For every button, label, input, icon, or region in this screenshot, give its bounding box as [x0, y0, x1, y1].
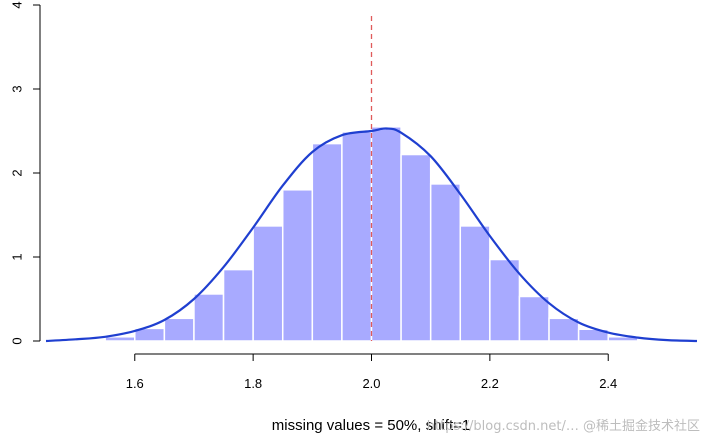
histogram-bar [341, 131, 373, 342]
histogram-bar [429, 183, 462, 342]
histogram-bar [489, 258, 521, 342]
histogram-bars [74, 126, 639, 342]
histogram-bar [252, 225, 284, 342]
histogram-bar [518, 295, 550, 342]
histogram-bar [459, 225, 491, 342]
histogram-bar [222, 268, 254, 342]
y-tick-label: 0 [9, 337, 24, 344]
histogram-bar [193, 293, 225, 342]
histogram-bar [281, 189, 314, 342]
histogram-bar [548, 317, 580, 342]
y-tick-label: 1 [9, 253, 24, 260]
histogram-bar [104, 336, 136, 342]
y-tick-label: 3 [9, 85, 24, 92]
axes: 0 1 2 3 4 1.6 1.8 2.0 2.2 2.4 [9, 1, 617, 391]
histogram-bar [607, 336, 639, 342]
histogram-bar [311, 142, 343, 342]
density-curve [45, 127, 698, 343]
y-tick-label: 4 [9, 1, 24, 8]
x-axis-label: missing values = 50%, shift=1 [272, 417, 470, 434]
histogram-bar [163, 317, 195, 342]
histogram-bar [370, 126, 402, 342]
histogram-bar [400, 153, 432, 342]
watermark-text: https://blog.csdn.net/… @稀土掘金技术社区 [427, 418, 700, 434]
y-tick-label: 2 [9, 169, 24, 176]
x-tick-label: 1.8 [244, 376, 262, 391]
histogram-bar [74, 339, 106, 342]
x-tick-label: 2.4 [599, 376, 617, 391]
x-tick-label: 1.6 [126, 376, 144, 391]
x-tick-label: 2.0 [362, 376, 380, 391]
x-tick-label: 2.2 [481, 376, 499, 391]
